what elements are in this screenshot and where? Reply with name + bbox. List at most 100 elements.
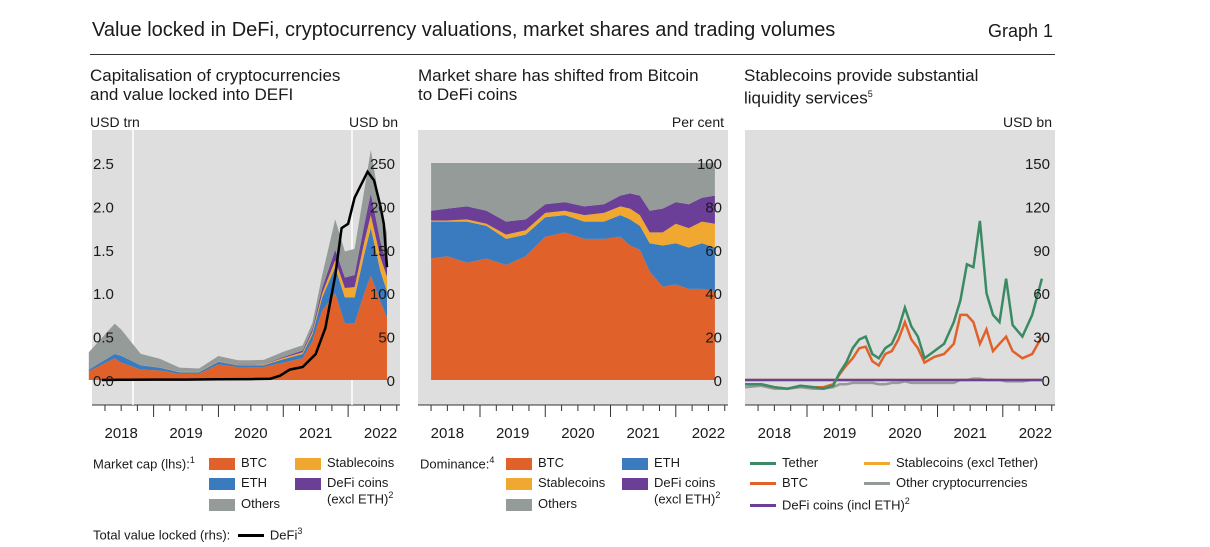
- swatch-others: [506, 498, 532, 511]
- legend2-stablecoins: Stablecoins: [506, 475, 605, 490]
- legend2-prefix: Dominance:4: [420, 455, 495, 472]
- legend2-defi-line2: (excl ETH)2: [654, 490, 721, 507]
- panel1-x-label: 2018: [104, 425, 137, 442]
- panel1-area-stablecoins: [88, 215, 388, 373]
- panel2-y-label: 60: [705, 243, 722, 260]
- line-btc: [750, 482, 776, 486]
- panel2-x-label: 2021: [626, 425, 659, 442]
- panel1-y-right-label: 100: [370, 286, 395, 303]
- panel1-line-tvl: [101, 169, 389, 382]
- panel1-x-label: 2021: [299, 425, 332, 442]
- legend2-others: Others: [506, 496, 577, 511]
- swatch-btc: [209, 457, 235, 470]
- graph-title: Value locked in DeFi, cryptocurrency val…: [92, 19, 836, 41]
- panel3-y-label: 120: [1025, 199, 1050, 216]
- panel1-y-right-label: 50: [378, 330, 395, 347]
- legend1-defi: DeFi coins: [295, 475, 388, 490]
- panel3-title-footnote: 5: [867, 89, 873, 99]
- panel2-area-defi-coins-excl-eth-: [431, 193, 715, 235]
- panel2-area-others: [431, 163, 715, 222]
- swatch-eth: [209, 477, 235, 490]
- legend1-defi-line2: (excl ETH)2: [327, 490, 394, 507]
- panel2-area-stablecoins: [431, 206, 715, 248]
- panel1-y-right-label: 250: [370, 156, 395, 173]
- legend1-tvl: Total value locked (rhs): DeFi3: [93, 526, 303, 543]
- panel3-y-unit: USD bn: [1003, 114, 1052, 130]
- line-stablecoins: [864, 462, 890, 466]
- legend1-btc: BTC: [209, 455, 267, 470]
- graph-header: Value locked in DeFi, cryptocurrency val…: [90, 14, 1055, 55]
- panel1-y-left-label: 2.0: [93, 199, 114, 216]
- legend1-eth: ETH: [209, 475, 267, 490]
- legend-panel3: Tether Stablecoins (excl Tether) BTC Oth…: [750, 455, 1070, 515]
- line-defi: [750, 504, 776, 508]
- swatch-defi: [295, 477, 321, 490]
- panel1-x-label: 2022: [364, 425, 397, 442]
- panel1-title: Capitalisation of cryptocurrencies and v…: [90, 66, 341, 104]
- panel2-y-label: 0: [714, 373, 722, 390]
- panel3-y-label: 90: [1033, 243, 1050, 260]
- panel2-x-label: 2019: [496, 425, 529, 442]
- legend-panel2: Dominance:4 BTC ETH Stablecoins DeFi coi…: [420, 455, 740, 525]
- panel2-title: Market share has shifted from Bitcoin to…: [418, 66, 699, 104]
- panel1-y-right-label: 0: [387, 373, 395, 390]
- panel3-x-label: 2021: [953, 425, 986, 442]
- line-tether: [750, 462, 776, 466]
- panel1-area-eth: [88, 228, 388, 374]
- swatch-btc: [506, 457, 532, 470]
- panel1-y-left-label: 1.5: [93, 243, 114, 260]
- panel1-y-left-label: 2.5: [93, 156, 114, 173]
- legend2-btc: BTC: [506, 455, 564, 470]
- swatch-defi: [622, 477, 648, 490]
- legend2-defi: DeFi coins: [622, 475, 715, 490]
- panel2-y-unit: Per cent: [672, 114, 724, 130]
- legend3-btc: BTC: [750, 475, 808, 490]
- panel1-y-right-label: 200: [370, 199, 395, 216]
- panel1-area-btc: [88, 275, 388, 380]
- panel2-x-label: 2018: [431, 425, 464, 442]
- panel2-area-eth: [431, 215, 715, 291]
- panel3-x-label: 2019: [823, 425, 856, 442]
- panel3-plot-bg: [745, 130, 1055, 405]
- legend1-stablecoins: Stablecoins: [295, 455, 394, 470]
- legend1-prefix: Market cap (lhs):1: [93, 455, 195, 472]
- panel3-line-tether: [745, 220, 1044, 390]
- panel1-x-label: 2020: [234, 425, 267, 442]
- legend3-stablecoins: Stablecoins (excl Tether): [864, 455, 1038, 470]
- panel1-y-right-unit: USD bn: [349, 114, 398, 130]
- panel3-line-btc: [745, 313, 1043, 390]
- swatch-stablecoins: [295, 457, 321, 470]
- panel3-x-label: 2022: [1019, 425, 1052, 442]
- panel2-x-label: 2020: [561, 425, 594, 442]
- panel2-y-label: 40: [705, 286, 722, 303]
- legend2-eth: ETH: [622, 455, 680, 470]
- swatch-others: [209, 498, 235, 511]
- legend3-defi: DeFi coins (incl ETH)2: [750, 496, 910, 512]
- legend-panel1: Market cap (lhs):1 BTC Stablecoins ETH D…: [93, 455, 413, 545]
- swatch-tvl: [237, 534, 264, 538]
- swatch-eth: [622, 457, 648, 470]
- panel3-title-text: Stablecoins provide substantial liquidit…: [744, 66, 979, 108]
- panel3-title: Stablecoins provide substantial liquidit…: [744, 66, 978, 108]
- panel3-x-label: 2018: [758, 425, 791, 442]
- panel2-y-label: 20: [705, 330, 722, 347]
- swatch-stablecoins: [506, 477, 532, 490]
- legend3-tether: Tether: [750, 455, 818, 470]
- panel3-y-label: 150: [1025, 156, 1050, 173]
- panel3-y-label: 30: [1033, 330, 1050, 347]
- graph-number: Graph 1: [987, 21, 1053, 41]
- panel2-y-label: 80: [705, 199, 722, 216]
- legend3-other: Other cryptocurrencies: [864, 475, 1028, 490]
- panel3-y-label: 60: [1033, 286, 1050, 303]
- panel1-y-left-label: 0.0: [93, 373, 114, 390]
- panel2-area-btc: [431, 232, 715, 380]
- panel1-area-others: [88, 150, 388, 372]
- line-other: [864, 482, 890, 486]
- panel1-y-left-label: 0.5: [93, 330, 114, 347]
- panel1-y-right-label: 150: [370, 243, 395, 260]
- panel1-y-left-unit: USD trn: [90, 114, 140, 130]
- panel3-y-label: 0: [1042, 373, 1050, 390]
- panel2-y-label: 100: [697, 156, 722, 173]
- legend1-others: Others: [209, 496, 280, 511]
